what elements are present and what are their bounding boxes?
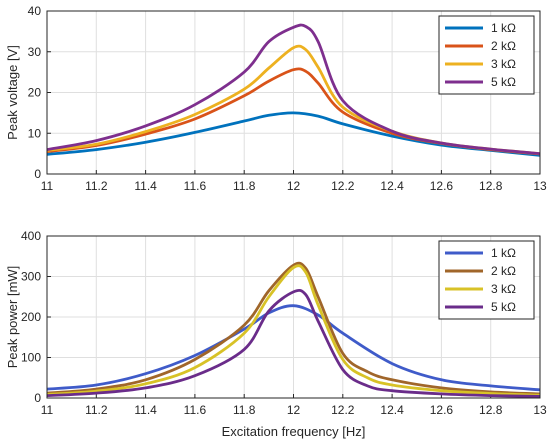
legend-label: 2 kΩ bbox=[491, 264, 516, 278]
y-tick-label: 0 bbox=[34, 167, 41, 181]
x-tick-label: 12.4 bbox=[380, 403, 404, 417]
x-tick-label: 12.8 bbox=[479, 403, 503, 417]
y-axis-label: Peak voltage [V] bbox=[5, 45, 20, 140]
x-tick-label: 12.8 bbox=[479, 179, 503, 193]
series-line-2 bbox=[46, 261, 541, 396]
x-tick-label: 11.2 bbox=[85, 403, 108, 417]
y-tick-label: 300 bbox=[21, 270, 41, 284]
x-tick-label: 11.8 bbox=[233, 179, 256, 193]
y-tick-label: 10 bbox=[28, 126, 42, 140]
y-tick-label: 200 bbox=[21, 310, 41, 324]
series-line-3 bbox=[46, 264, 541, 397]
x-tick-label: 11.8 bbox=[233, 403, 256, 417]
y-tick-label: 30 bbox=[28, 45, 42, 59]
chart-panel-2: 11 11.2 11.4 11.6 11.8 12 12.2 12.4 12.6 12.8 13 0 1… bbox=[5, 229, 547, 439]
x-tick-label: 11 bbox=[41, 403, 54, 417]
x-tick-label: 12 bbox=[287, 179, 301, 193]
legend-label: 3 kΩ bbox=[491, 57, 516, 71]
y-axis-label: Peak power [mW] bbox=[5, 266, 20, 369]
y-tick-label: 400 bbox=[21, 229, 41, 243]
x-tick-label: 12.4 bbox=[380, 179, 404, 193]
axes-frame bbox=[46, 10, 541, 175]
x-tick-label: 11.2 bbox=[85, 179, 108, 193]
legend-label: 3 kΩ bbox=[491, 282, 516, 296]
legend: 1 kΩ 2 kΩ 3 kΩ 5 kΩ bbox=[438, 240, 535, 320]
legend-label: 1 kΩ bbox=[491, 21, 516, 35]
series-line-4 bbox=[46, 288, 541, 398]
x-tick-label: 12.2 bbox=[331, 179, 355, 193]
x-tick-label: 12.2 bbox=[331, 403, 355, 417]
x-tick-label: 12 bbox=[287, 403, 301, 417]
x-tick-label: 13 bbox=[533, 179, 547, 193]
x-tick-label: 11 bbox=[41, 179, 54, 193]
y-tick-label: 100 bbox=[21, 351, 41, 365]
x-tick-label: 13 bbox=[533, 403, 547, 417]
y-tick-label: 0 bbox=[34, 391, 41, 405]
axes-frame bbox=[46, 235, 541, 399]
x-axis-label: Excitation frequency [Hz] bbox=[222, 424, 366, 439]
x-tick-label: 11.6 bbox=[184, 179, 207, 193]
x-tick-label: 12.6 bbox=[430, 179, 454, 193]
series-line-4 bbox=[46, 23, 541, 155]
y-tick-label: 20 bbox=[28, 86, 42, 100]
series-line-1 bbox=[46, 111, 541, 157]
x-tick-label: 12.6 bbox=[430, 403, 454, 417]
x-tick-label: 11.4 bbox=[134, 179, 157, 193]
series-line-1 bbox=[46, 304, 541, 392]
x-tick-label: 11.6 bbox=[184, 403, 207, 417]
legend: 1 kΩ 2 kΩ 3 kΩ 5 kΩ bbox=[438, 15, 535, 95]
legend-label: 5 kΩ bbox=[491, 300, 516, 314]
x-tick-label: 11.4 bbox=[134, 403, 157, 417]
legend-label: 2 kΩ bbox=[491, 39, 516, 53]
y-tick-label: 40 bbox=[28, 4, 42, 18]
chart-panel-1: 11 11.2 11.4 11.6 11.8 12 12.2 12.4 12.6 12.8 13 0 1… bbox=[5, 4, 547, 193]
legend-label: 1 kΩ bbox=[491, 246, 516, 260]
legend-label: 5 kΩ bbox=[491, 75, 516, 89]
